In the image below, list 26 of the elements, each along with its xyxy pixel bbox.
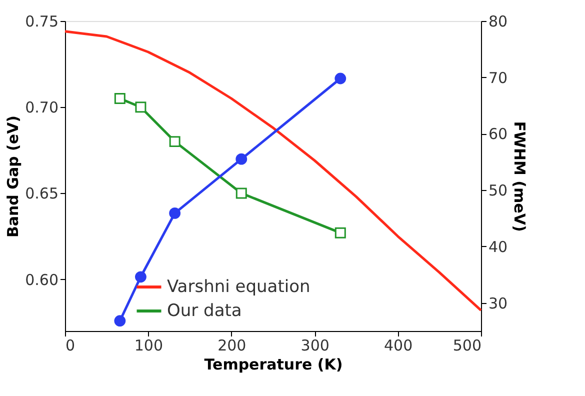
x-tick-label: 100 <box>134 336 164 354</box>
y-tick-label: 0.60 <box>25 270 58 289</box>
point <box>169 208 181 219</box>
point <box>114 315 126 327</box>
point <box>334 72 346 84</box>
y2-tick-label: 50 <box>488 182 508 200</box>
y-tick-label: 0.75 <box>25 12 58 30</box>
y2-tick-label: 30 <box>488 294 508 312</box>
point <box>236 153 248 165</box>
y2-tick-label: 40 <box>488 238 508 256</box>
y2-tick-label: 60 <box>488 125 508 144</box>
x-axis-title: Temperature (K) <box>204 356 343 374</box>
y2-tick-label: 80 <box>488 12 508 30</box>
x-tick-label: 300 <box>300 336 330 354</box>
y-tick-label: 0.70 <box>25 98 58 117</box>
x-tick-label: 400 <box>384 336 413 354</box>
y-axis-title: Band Gap (eV) <box>4 115 22 238</box>
legend-label: Our data <box>167 301 242 321</box>
x-tick-label: 500 <box>452 336 482 354</box>
x-tick-label: 200 <box>218 336 246 354</box>
legend-label: Varshni equation <box>167 277 310 297</box>
y-tick-label: 0.65 <box>25 184 58 203</box>
x-tick-label: 0 <box>66 336 76 354</box>
y2-axis-title: FWHM (meV) <box>510 121 529 232</box>
point <box>135 271 146 283</box>
y2-tick-label: 70 <box>488 68 508 87</box>
